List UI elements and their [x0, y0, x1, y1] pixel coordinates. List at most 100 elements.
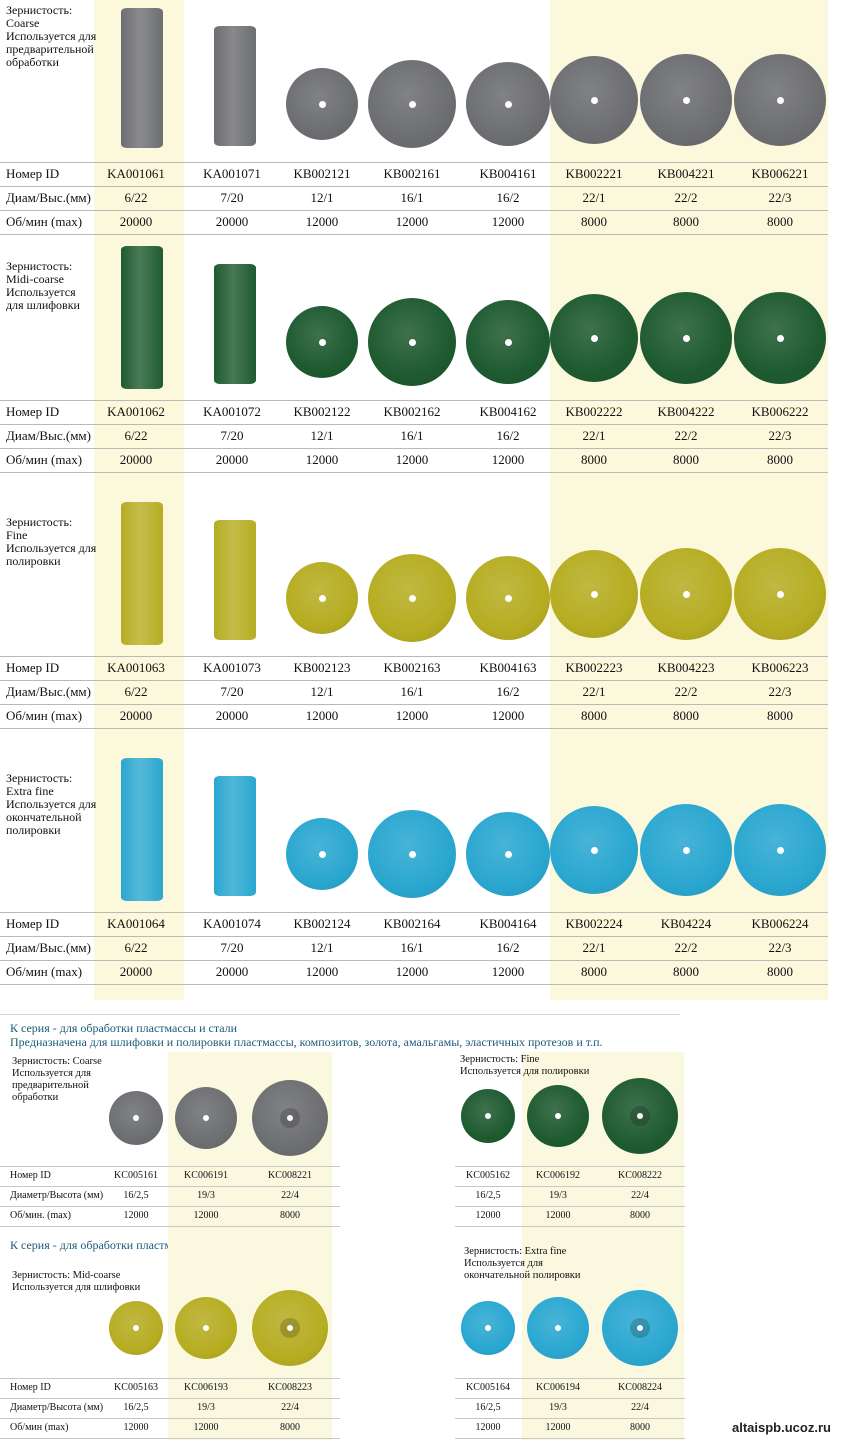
- row-separator: [0, 984, 828, 985]
- dimension-value: 22/3: [768, 940, 792, 955]
- dimension-value: 16/1: [400, 428, 424, 443]
- cylinder-large: [121, 502, 163, 645]
- dimension-value: 22/3: [768, 684, 792, 699]
- rpm-value: 12000: [395, 708, 429, 723]
- k-row-separator: [455, 1378, 685, 1379]
- rpm-value: 12000: [305, 708, 339, 723]
- rpm-value: 12000: [305, 452, 339, 467]
- wheel-kb002223: [550, 550, 638, 638]
- product-id: KA001073: [203, 660, 261, 675]
- grit-description-line: обработки: [6, 55, 59, 69]
- k-grit-description-line: Используется для полировки: [460, 1066, 590, 1077]
- product-id: KB002123: [293, 660, 351, 675]
- k-product-id: KC006193: [184, 1382, 228, 1393]
- k-row-separator: [0, 1206, 340, 1207]
- row-label-dims: Диам/Выс.(мм): [6, 940, 91, 955]
- rpm-value: 8000: [581, 214, 607, 229]
- grit-description-line: Midi-coarse: [6, 272, 64, 286]
- grit-description-line: Зернистость:: [6, 515, 73, 529]
- k-rpm-value: 12000: [193, 1422, 219, 1433]
- k-row-separator: [0, 1418, 340, 1419]
- rpm-value: 20000: [119, 452, 153, 467]
- k-row-separator: [455, 1206, 685, 1207]
- wheel-kc006192: [527, 1085, 589, 1147]
- grit-description-line: предварительной: [6, 42, 94, 56]
- dimension-value: 7/20: [220, 940, 244, 955]
- product-id: KA001064: [107, 916, 165, 931]
- rpm-value: 8000: [673, 214, 699, 229]
- dimension-value: 22/1: [582, 428, 606, 443]
- row-separator: [0, 448, 828, 449]
- k-grit-description-line: Зернистость: Mid-coarse: [12, 1270, 121, 1281]
- grit-description-line: полировки: [6, 554, 61, 568]
- grit-description-line: Зернистость:: [6, 3, 73, 17]
- rpm-value: 20000: [215, 214, 249, 229]
- grit-description-line: Fine: [6, 528, 28, 542]
- row-label-rpm: Об/мин (max): [6, 964, 83, 979]
- rpm-value: 8000: [581, 452, 607, 467]
- row-separator: [0, 400, 828, 401]
- row-label-id: Номер ID: [6, 404, 60, 419]
- row-label-dims: Диам/Выс.(мм): [6, 684, 91, 699]
- dimension-value: 16/1: [400, 190, 424, 205]
- product-id: KB002222: [565, 404, 623, 419]
- dimension-value: 6/22: [124, 428, 148, 443]
- k-dimension-value: 19/3: [549, 1402, 567, 1413]
- k-product-id: KC008222: [618, 1170, 662, 1181]
- rpm-value: 12000: [491, 452, 525, 467]
- product-id: KB006222: [751, 404, 809, 419]
- k-row-separator: [0, 1166, 340, 1167]
- k-row-label-dims: Диаметр/Высота (мм): [10, 1190, 104, 1201]
- row-label-rpm: Об/мин (max): [6, 708, 83, 723]
- dimension-value: 6/22: [124, 684, 148, 699]
- grit-description: Зернистость: Midi-coarse Используется для ш…: [6, 260, 118, 312]
- k-grit-description: Зернистость: Fine Используется для полиро…: [460, 1054, 660, 1078]
- wheel-kc008223: [252, 1290, 328, 1366]
- k-rpm-value: 12000: [545, 1210, 571, 1221]
- product-id: KA001063: [107, 660, 165, 675]
- product-id: KB002161: [383, 166, 441, 181]
- rpm-value: 8000: [673, 452, 699, 467]
- wheel-kb002122: [286, 306, 358, 378]
- k-dimension-value: 19/3: [197, 1190, 215, 1201]
- rpm-value: 12000: [491, 708, 525, 723]
- k-product-id: KC006192: [536, 1170, 580, 1181]
- k-rpm-value: 12000: [193, 1210, 219, 1221]
- rpm-value: 20000: [215, 964, 249, 979]
- k-row-label-id: Номер ID: [10, 1382, 51, 1393]
- product-id: KB004161: [479, 166, 537, 181]
- k-grit-description-line: Зернистость: Extra fine: [464, 1246, 567, 1257]
- k-rpm-value: 8000: [280, 1422, 300, 1433]
- k-grit-description-line: Используется для: [12, 1068, 91, 1079]
- rpm-value: 8000: [767, 708, 793, 723]
- dimension-value: 22/2: [674, 940, 698, 955]
- dimension-value: 7/20: [220, 684, 244, 699]
- k-grit-description-line: обработки: [12, 1092, 59, 1103]
- rpm-value: 12000: [305, 964, 339, 979]
- row-separator: [0, 704, 828, 705]
- wheel-kc006194: [527, 1297, 589, 1359]
- wheel-kb006221: [734, 54, 826, 146]
- wheel-kc005163: [109, 1301, 163, 1355]
- wheel-kb004161: [466, 62, 550, 146]
- rpm-value: 20000: [215, 452, 249, 467]
- dimension-value: 16/2: [496, 684, 520, 699]
- k-product-id: KC005162: [466, 1170, 510, 1181]
- dimension-value: 12/1: [310, 190, 334, 205]
- product-id: KB002221: [565, 166, 623, 181]
- wheel-kb004162: [466, 300, 550, 384]
- section-divider: [0, 1014, 680, 1015]
- k-dimension-value: 16/2,5: [123, 1190, 149, 1201]
- k-rpm-value: 8000: [630, 1210, 650, 1221]
- product-id: KB002223: [565, 660, 623, 675]
- product-id: KA001061: [107, 166, 165, 181]
- k-product-id: KC005164: [466, 1382, 510, 1393]
- dimension-value: 22/1: [582, 940, 606, 955]
- wheel-kb002162: [368, 298, 456, 386]
- rpm-value: 12000: [491, 964, 525, 979]
- wheel-kb002161: [368, 60, 456, 148]
- wheel-kc008221: [252, 1080, 328, 1156]
- product-id: KA001062: [107, 404, 165, 419]
- rpm-value: 20000: [215, 708, 249, 723]
- row-separator: [0, 936, 828, 937]
